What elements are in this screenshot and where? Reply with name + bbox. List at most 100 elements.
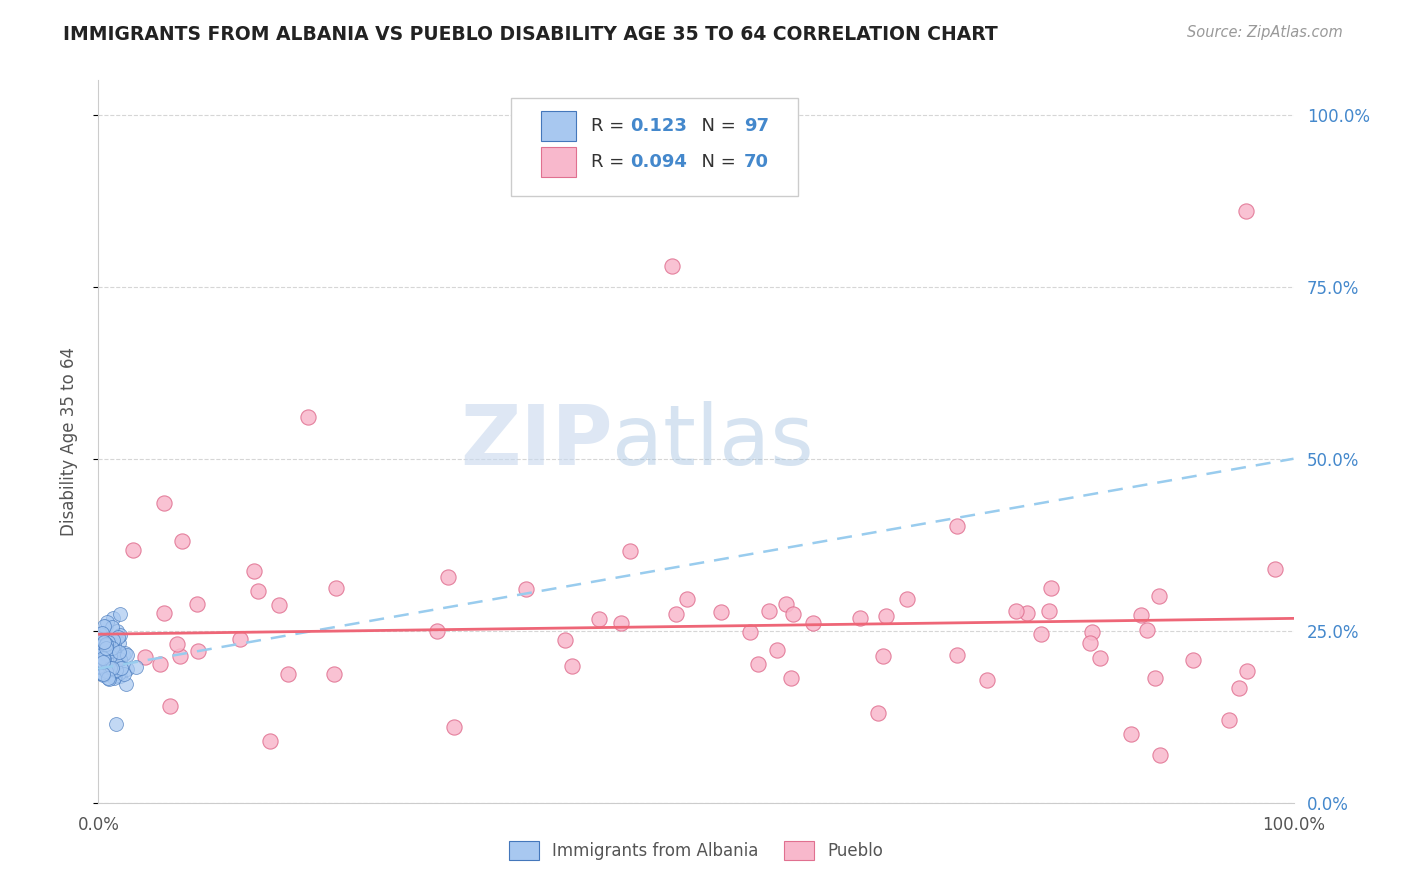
- Point: [97, 672, 120, 686]
- Point: [115, 677, 138, 691]
- Point: [91, 650, 114, 665]
- Point: [110, 660, 132, 674]
- Point: [554, 633, 576, 648]
- Point: [94, 645, 117, 659]
- Point: [93, 635, 115, 649]
- Bar: [541, 147, 576, 178]
- Point: [1015, 606, 1038, 620]
- Point: [94, 640, 117, 655]
- Point: [98, 650, 121, 665]
- Point: [738, 625, 761, 640]
- Point: [710, 605, 733, 619]
- Point: [149, 657, 172, 671]
- Point: [90, 625, 112, 640]
- Point: [87, 656, 110, 670]
- Point: [101, 619, 124, 633]
- Point: [94, 644, 117, 658]
- Point: [91, 651, 114, 665]
- Point: [105, 716, 128, 731]
- Point: [89, 648, 111, 662]
- Point: [89, 635, 111, 649]
- Point: [323, 667, 346, 681]
- Point: [169, 649, 191, 664]
- Point: [96, 657, 118, 671]
- Point: [90, 631, 112, 645]
- Point: [98, 653, 121, 667]
- Point: [976, 673, 998, 687]
- Point: [90, 654, 112, 668]
- Text: R =: R =: [591, 153, 630, 171]
- Point: [97, 635, 120, 649]
- Point: [91, 643, 114, 657]
- Point: [946, 518, 969, 533]
- Point: [100, 640, 122, 655]
- Point: [91, 668, 114, 682]
- Point: [134, 650, 156, 665]
- Y-axis label: Disability Age 35 to 64: Disability Age 35 to 64: [59, 347, 77, 536]
- Point: [89, 666, 111, 681]
- Point: [1264, 562, 1286, 576]
- Point: [104, 663, 127, 677]
- Point: [561, 658, 583, 673]
- Point: [96, 662, 118, 676]
- Legend: Immigrants from Albania, Pueblo: Immigrants from Albania, Pueblo: [502, 835, 890, 867]
- Point: [94, 637, 117, 651]
- Point: [98, 648, 121, 663]
- Point: [277, 666, 299, 681]
- Point: [610, 616, 633, 631]
- Point: [112, 666, 135, 681]
- Point: [98, 661, 121, 675]
- Point: [1218, 713, 1240, 727]
- Point: [104, 664, 127, 678]
- Point: [665, 607, 688, 622]
- Point: [101, 633, 124, 648]
- Point: [782, 607, 804, 621]
- Point: [96, 619, 118, 633]
- Point: [229, 632, 252, 646]
- Point: [97, 651, 120, 665]
- Point: [436, 569, 458, 583]
- Point: [187, 644, 209, 658]
- Bar: [541, 111, 576, 141]
- Text: 97: 97: [744, 117, 769, 135]
- Point: [945, 648, 967, 662]
- Point: [94, 641, 117, 656]
- Point: [166, 637, 188, 651]
- Text: N =: N =: [690, 153, 741, 171]
- Point: [100, 643, 122, 657]
- Point: [325, 582, 347, 596]
- Point: [1236, 664, 1258, 678]
- Point: [186, 597, 208, 611]
- Point: [779, 671, 801, 685]
- Point: [1081, 625, 1104, 640]
- Point: [159, 699, 181, 714]
- Point: [1005, 604, 1028, 618]
- Point: [110, 661, 132, 675]
- Point: [91, 663, 114, 677]
- Text: 0.094: 0.094: [630, 153, 688, 171]
- Point: [105, 650, 128, 665]
- Text: IMMIGRANTS FROM ALBANIA VS PUEBLO DISABILITY AGE 35 TO 64 CORRELATION CHART: IMMIGRANTS FROM ALBANIA VS PUEBLO DISABI…: [63, 25, 998, 44]
- Point: [661, 259, 683, 273]
- Point: [868, 706, 890, 721]
- Point: [110, 651, 132, 665]
- Point: [101, 610, 124, 624]
- Text: 0.123: 0.123: [630, 117, 688, 135]
- Point: [1149, 589, 1171, 603]
- Point: [875, 609, 897, 624]
- Point: [98, 636, 121, 650]
- Point: [103, 644, 125, 658]
- Point: [90, 635, 112, 649]
- Point: [125, 660, 148, 674]
- Point: [90, 648, 112, 663]
- Point: [93, 640, 115, 654]
- Point: [1149, 747, 1171, 762]
- Point: [801, 616, 824, 631]
- Point: [619, 543, 641, 558]
- Point: [90, 640, 112, 655]
- Point: [766, 643, 789, 657]
- Point: [896, 591, 918, 606]
- Point: [115, 648, 138, 662]
- Point: [107, 648, 129, 663]
- Point: [1136, 623, 1159, 637]
